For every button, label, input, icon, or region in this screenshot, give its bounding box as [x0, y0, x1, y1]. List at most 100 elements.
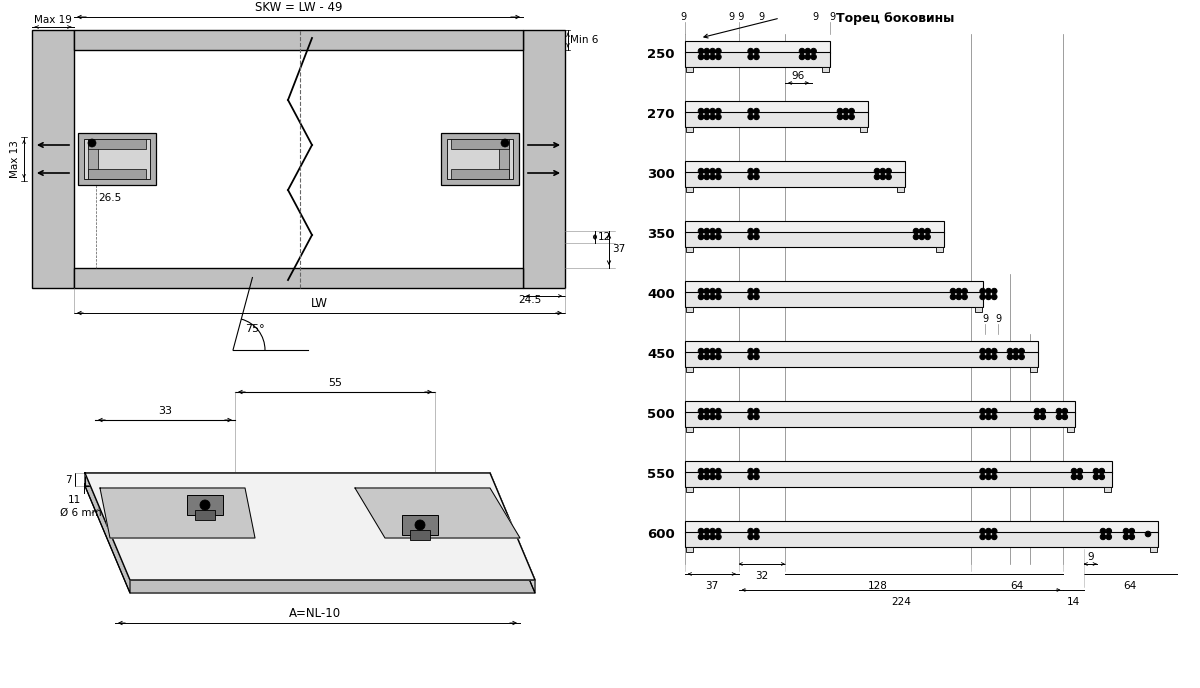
- Circle shape: [1106, 534, 1111, 539]
- Bar: [1067, 427, 1074, 432]
- Text: 33: 33: [158, 406, 172, 416]
- Circle shape: [1099, 474, 1104, 480]
- Text: 400: 400: [647, 288, 674, 301]
- Circle shape: [1007, 348, 1013, 354]
- Circle shape: [980, 469, 985, 474]
- Bar: [499, 139, 509, 179]
- Text: LW: LW: [311, 297, 328, 310]
- Circle shape: [886, 169, 892, 174]
- Circle shape: [991, 474, 997, 480]
- Circle shape: [1145, 531, 1151, 537]
- Circle shape: [754, 174, 760, 180]
- Circle shape: [710, 354, 715, 360]
- Bar: [84, 139, 150, 179]
- Circle shape: [704, 288, 709, 294]
- Circle shape: [748, 108, 754, 114]
- Text: 96: 96: [792, 71, 805, 81]
- Circle shape: [698, 414, 703, 420]
- Circle shape: [919, 234, 924, 239]
- Circle shape: [704, 174, 709, 180]
- Circle shape: [748, 348, 754, 354]
- Circle shape: [704, 408, 709, 414]
- Circle shape: [980, 408, 985, 414]
- Circle shape: [754, 169, 760, 174]
- Circle shape: [1056, 408, 1062, 414]
- Circle shape: [991, 534, 997, 539]
- Text: SKW = LW - 49: SKW = LW - 49: [254, 1, 342, 14]
- Circle shape: [1056, 414, 1062, 420]
- Circle shape: [715, 348, 721, 354]
- Bar: [686, 427, 694, 432]
- Bar: [88, 169, 146, 179]
- Circle shape: [754, 114, 760, 120]
- Circle shape: [1123, 534, 1129, 539]
- Circle shape: [698, 234, 703, 239]
- Bar: [1104, 487, 1111, 492]
- Circle shape: [502, 139, 509, 147]
- Bar: [860, 127, 866, 132]
- Text: 7: 7: [65, 475, 72, 485]
- Circle shape: [715, 469, 721, 474]
- Circle shape: [698, 408, 703, 414]
- Circle shape: [980, 288, 985, 294]
- Text: 350: 350: [647, 228, 674, 241]
- Polygon shape: [85, 473, 490, 486]
- Circle shape: [748, 48, 754, 54]
- Circle shape: [715, 354, 721, 360]
- Circle shape: [754, 534, 760, 539]
- Circle shape: [748, 228, 754, 234]
- Circle shape: [710, 114, 715, 120]
- Circle shape: [1100, 534, 1106, 539]
- Circle shape: [950, 294, 955, 300]
- Circle shape: [415, 520, 425, 530]
- Text: 26.5: 26.5: [98, 193, 121, 203]
- Bar: [32, 30, 74, 288]
- Bar: [685, 413, 1075, 427]
- Circle shape: [886, 174, 892, 180]
- Circle shape: [715, 414, 721, 420]
- Polygon shape: [355, 488, 520, 538]
- Circle shape: [1099, 469, 1104, 474]
- Circle shape: [710, 469, 715, 474]
- Circle shape: [704, 108, 709, 114]
- Bar: [898, 187, 904, 192]
- Circle shape: [950, 288, 955, 294]
- Circle shape: [1062, 408, 1068, 414]
- Circle shape: [913, 228, 919, 234]
- Bar: [685, 461, 1112, 473]
- Circle shape: [991, 528, 997, 534]
- Text: 32: 32: [755, 571, 768, 581]
- Circle shape: [980, 528, 985, 534]
- Bar: [74, 30, 523, 50]
- Circle shape: [698, 354, 703, 360]
- Text: 9 9: 9 9: [728, 12, 744, 22]
- Bar: [402, 515, 438, 535]
- Circle shape: [715, 108, 721, 114]
- Text: 64: 64: [1010, 581, 1024, 591]
- Circle shape: [1078, 469, 1082, 474]
- Circle shape: [710, 228, 715, 234]
- Circle shape: [754, 348, 760, 354]
- Bar: [686, 547, 694, 552]
- Circle shape: [1062, 414, 1068, 420]
- Circle shape: [1034, 408, 1039, 414]
- Bar: [685, 221, 944, 233]
- Bar: [685, 233, 944, 247]
- Circle shape: [754, 469, 760, 474]
- Polygon shape: [85, 473, 130, 593]
- Bar: [194, 510, 215, 520]
- Circle shape: [704, 294, 709, 300]
- Circle shape: [956, 288, 961, 294]
- Circle shape: [985, 474, 991, 480]
- Circle shape: [811, 48, 816, 54]
- Circle shape: [991, 414, 997, 420]
- Circle shape: [925, 228, 930, 234]
- Circle shape: [754, 108, 760, 114]
- Text: 75°: 75°: [245, 324, 265, 334]
- Circle shape: [991, 294, 997, 300]
- Circle shape: [748, 169, 754, 174]
- Circle shape: [985, 414, 991, 420]
- Circle shape: [704, 169, 709, 174]
- Circle shape: [748, 174, 754, 180]
- Circle shape: [715, 169, 721, 174]
